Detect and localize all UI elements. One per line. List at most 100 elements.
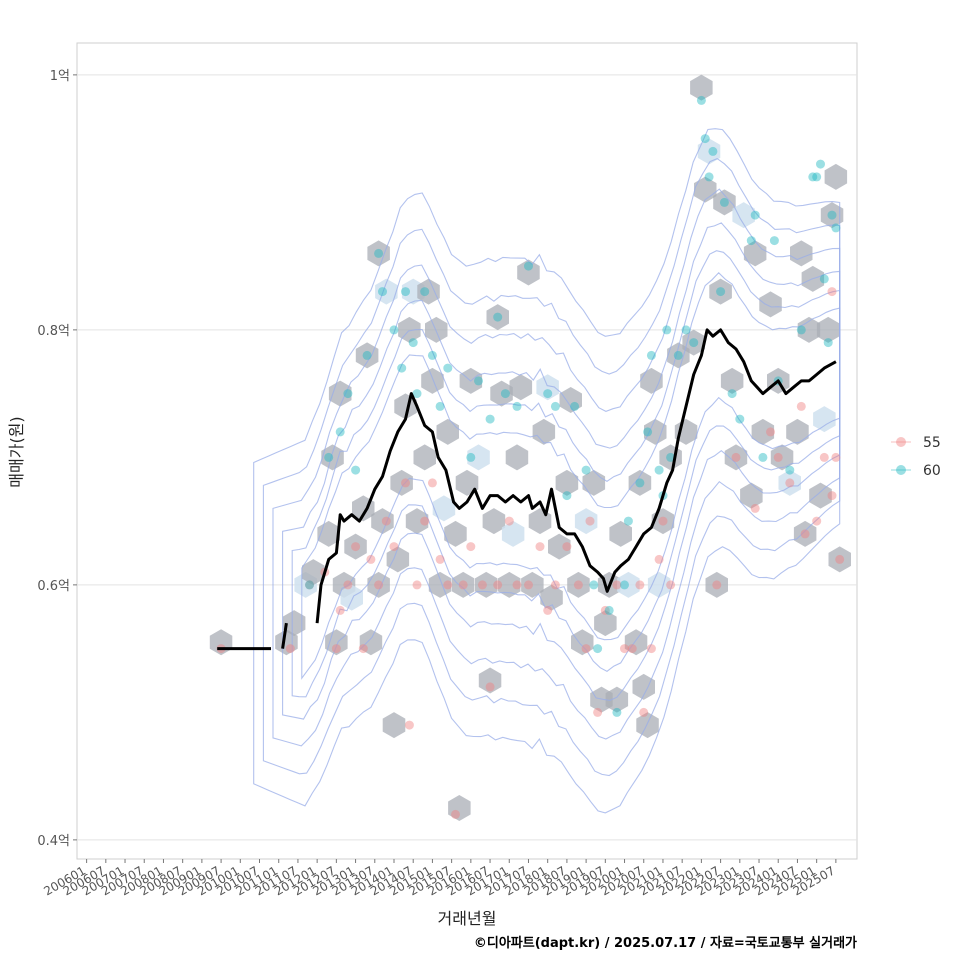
- hexbin-cell: [501, 520, 525, 547]
- point-60: [735, 414, 745, 424]
- point-60: [785, 465, 795, 475]
- hexbin-cell: [797, 316, 821, 343]
- hexbin-cell: [559, 387, 582, 413]
- point-60: [443, 363, 453, 373]
- hexbin-cell: [432, 495, 456, 522]
- point-55: [524, 580, 533, 590]
- scatter-points: [216, 95, 845, 819]
- hexbin-cell: [793, 520, 817, 547]
- point-55: [658, 516, 668, 526]
- point-55: [458, 580, 468, 590]
- hexbin-cell: [609, 520, 632, 547]
- point-55: [750, 503, 760, 513]
- point-55: [593, 707, 603, 717]
- point-60: [620, 580, 629, 590]
- hexbin-cell: [571, 629, 594, 656]
- point-60: [500, 389, 510, 399]
- point-60: [378, 287, 387, 297]
- y-axis-ticks: 0.4억 0.6억 0.8억 1억: [37, 69, 77, 849]
- point-55: [666, 580, 676, 590]
- point-60: [816, 159, 825, 169]
- point-55: [550, 580, 560, 590]
- point-55: [358, 644, 368, 654]
- point-55: [285, 644, 295, 654]
- hexbin-cell: [340, 584, 363, 611]
- hexbin-cell: [709, 278, 732, 305]
- point-60: [654, 465, 664, 475]
- hexbin-cell: [724, 444, 748, 471]
- hexbin-cell: [417, 278, 440, 305]
- hexbin-cell: [790, 240, 813, 267]
- point-60: [570, 401, 580, 411]
- point-60: [727, 389, 737, 399]
- point-60: [681, 325, 691, 335]
- density-contour: [253, 128, 841, 814]
- point-55: [401, 478, 410, 488]
- hexbin-cell: [605, 686, 629, 713]
- hexbin-cell: [690, 74, 713, 101]
- point-60: [812, 172, 822, 182]
- point-60: [401, 287, 410, 297]
- hexbin-cell: [505, 444, 529, 471]
- hexbin-cell: [720, 367, 744, 394]
- hexbin-cell: [532, 418, 556, 445]
- hexbin-cell: [498, 571, 521, 598]
- y-tick-label: 0.8억: [37, 324, 70, 339]
- hexbin-cell: [455, 469, 479, 496]
- hexbin-cell: [421, 367, 444, 394]
- hexbin-cell: [644, 418, 667, 445]
- point-60: [696, 95, 706, 105]
- point-60: [623, 516, 633, 526]
- point-60: [819, 274, 829, 284]
- point-55: [435, 554, 445, 564]
- point-60: [666, 452, 676, 462]
- point-60: [397, 363, 407, 373]
- hexbin-cell: [705, 571, 728, 598]
- hexbin-cell: [371, 508, 394, 535]
- point-60: [427, 350, 437, 360]
- point-55: [612, 580, 622, 590]
- hexbin-cell: [813, 406, 836, 433]
- hexbin-cell: [555, 469, 579, 496]
- point-60: [704, 172, 714, 182]
- point-60: [719, 197, 729, 207]
- point-60: [612, 707, 622, 717]
- point-55: [412, 580, 422, 590]
- point-60: [412, 389, 422, 399]
- hexbin-cell: [486, 304, 509, 331]
- hexbin-cell: [478, 667, 502, 694]
- hexbin-cell: [540, 584, 563, 611]
- trend-segment: [281, 622, 288, 649]
- point-60: [408, 338, 418, 348]
- point-55: [766, 427, 775, 437]
- hexbin-cell: [390, 469, 413, 496]
- hexbin-cell: [382, 712, 406, 739]
- hexbin-cell: [828, 546, 851, 573]
- y-tick-label: 0.6억: [37, 579, 70, 594]
- point-60: [716, 287, 726, 297]
- point-55: [654, 554, 664, 564]
- point-55: [796, 401, 806, 411]
- hexbin-cell: [482, 508, 506, 535]
- hexbin-cell: [521, 571, 544, 598]
- hexbin-cell: [509, 374, 533, 401]
- hexbin-cell: [386, 546, 410, 573]
- y-axis-title: 매매가(원): [7, 416, 26, 487]
- hexbin-cell: [490, 380, 513, 407]
- hexbin-cell: [820, 202, 844, 229]
- y-tick-label: 0.4억: [37, 834, 70, 849]
- hexbin-cell: [617, 571, 640, 598]
- point-55: [477, 580, 487, 590]
- point-60: [808, 172, 818, 182]
- hexbin-cell: [448, 795, 471, 821]
- point-55: [493, 580, 503, 590]
- point-55: [600, 605, 610, 615]
- point-60: [324, 452, 334, 462]
- point-55: [512, 580, 522, 590]
- hexbin-cell: [302, 559, 325, 586]
- point-60: [827, 210, 837, 220]
- point-60: [485, 414, 495, 424]
- point-60: [562, 491, 572, 501]
- hexbin-cell: [282, 610, 306, 637]
- point-60: [700, 134, 710, 144]
